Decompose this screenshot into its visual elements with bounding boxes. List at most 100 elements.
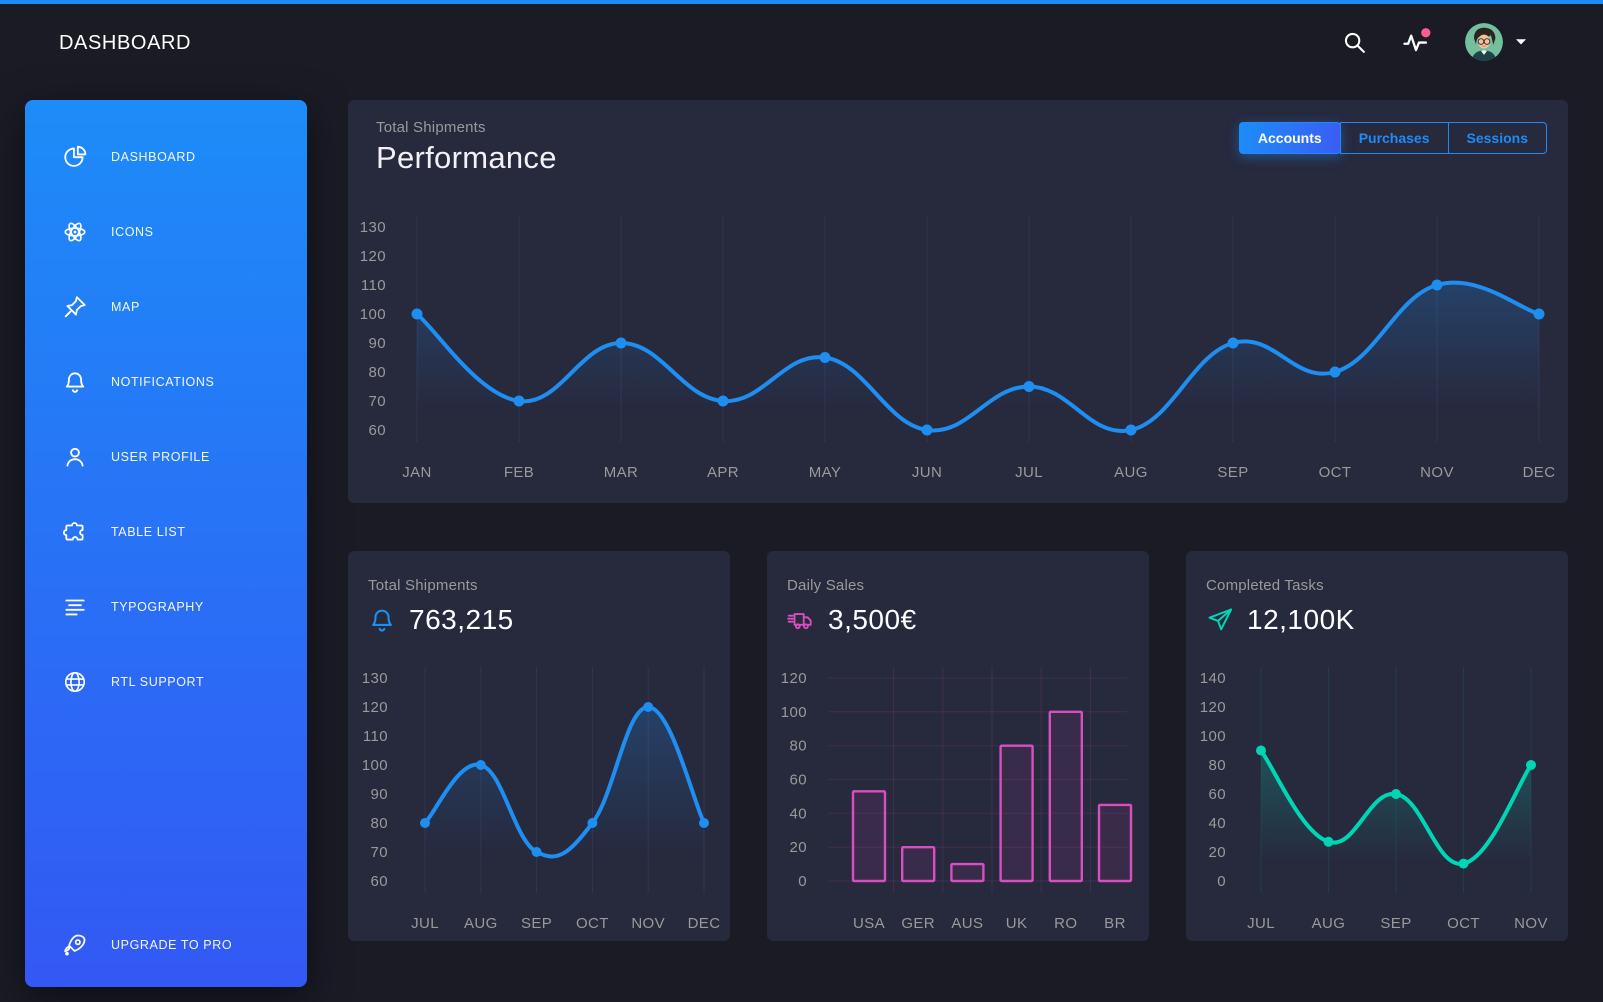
y-axis-tick-label: 80 <box>371 815 389 832</box>
total-shipments-card: Total Shipments 763,215 130 120 110 100 90 80… <box>348 551 730 941</box>
sidebar-item-label: TYPOGRAPHY <box>111 599 204 614</box>
tab-accounts[interactable]: Accounts <box>1238 122 1341 154</box>
data-point <box>1256 745 1266 756</box>
sidebar-item-label: NOTIFICATIONS <box>111 374 215 389</box>
y-axis-tick-label: 100 <box>1200 728 1226 745</box>
sidebar-item-upgrade-to-pro[interactable]: UPGRADE TO PRO <box>25 907 307 982</box>
x-axis-category-label: OCT <box>1319 464 1352 481</box>
delivery-truck-icon <box>787 606 815 634</box>
x-axis-category-label: AUG <box>1312 915 1346 932</box>
tab-sessions[interactable]: Sessions <box>1447 122 1547 154</box>
y-axis-tick-label: 0 <box>1217 873 1226 890</box>
bar <box>950 862 985 883</box>
pie-chart-icon <box>62 144 88 170</box>
bar <box>1048 710 1083 883</box>
card-subtitle: Total Shipments <box>376 119 486 136</box>
x-axis-category-label: DEC <box>1523 464 1556 481</box>
y-axis-tick-label: 70 <box>371 844 389 861</box>
performance-line-chart: 130 120 110 100 90 80 70 60 JAN FEB MAR APR MAY JUN JU… <box>360 216 1556 481</box>
sidebar-item-label: MAP <box>111 299 140 314</box>
x-axis-category-label: BR <box>1104 915 1126 932</box>
bar <box>999 744 1034 883</box>
atom-icon <box>62 219 88 245</box>
daily-sales-bar-chart: 120 100 80 60 40 20 0 USA GER AUS UK RO BR <box>781 667 1133 932</box>
user-menu[interactable] <box>1465 23 1527 61</box>
globe-icon <box>62 669 88 695</box>
bar <box>1097 803 1133 883</box>
sidebar-item-rtl-support[interactable]: RTL SUPPORT <box>25 644 307 719</box>
y-axis-tick-label: 140 <box>1200 670 1226 687</box>
tab-purchases[interactable]: Purchases <box>1339 122 1449 154</box>
y-axis-tick-label: 110 <box>361 277 386 294</box>
rocket-icon <box>62 932 88 958</box>
x-axis-category-label: SEP <box>521 915 552 932</box>
y-axis-tick-label: 100 <box>362 757 388 774</box>
bar <box>900 845 936 883</box>
data-point <box>1227 337 1239 349</box>
sidebar-item-typography[interactable]: TYPOGRAPHY <box>25 569 307 644</box>
card-subtitle: Total Shipments <box>368 577 478 594</box>
sidebar-item-label: UPGRADE TO PRO <box>111 937 233 952</box>
data-point <box>1533 308 1545 320</box>
data-point <box>819 352 831 363</box>
y-axis-tick-label: 90 <box>369 335 387 352</box>
line-area-fill <box>417 282 1539 442</box>
sidebar-item-dashboard[interactable]: DASHBOARD <box>25 119 307 194</box>
activity-icon[interactable] <box>1401 27 1431 57</box>
stat-value: 763,215 <box>409 604 514 635</box>
y-axis-tick-label: 60 <box>1209 786 1227 803</box>
x-axis-category-label: GER <box>901 915 935 932</box>
sidebar-item-table-list[interactable]: TABLE LIST <box>25 494 307 569</box>
y-axis-tick-label: 120 <box>1200 699 1226 716</box>
data-point <box>1023 381 1035 392</box>
x-axis-category-label: NOV <box>1514 915 1548 932</box>
data-point <box>1431 279 1443 291</box>
x-axis-category-label: AUG <box>464 915 498 932</box>
x-axis-category-label: APR <box>707 464 739 481</box>
x-axis-category-label: AUG <box>1114 464 1148 481</box>
bell-icon <box>368 606 396 634</box>
data-point <box>531 847 542 857</box>
data-point <box>411 308 423 320</box>
sidebar-footer: UPGRADE TO PRO <box>25 907 307 982</box>
x-axis-category-label: JUL <box>1015 464 1043 481</box>
line-area-fill <box>425 707 704 893</box>
y-axis-tick-label: 120 <box>781 670 807 687</box>
x-axis-category-label: DEC <box>688 915 721 932</box>
x-axis-category-label: JAN <box>402 464 432 481</box>
sidebar: DASHBOARD ICONS <box>25 100 307 987</box>
y-axis-tick-label: 120 <box>362 699 388 716</box>
data-point <box>717 395 729 407</box>
sidebar-item-notifications[interactable]: NOTIFICATIONS <box>25 344 307 419</box>
sidebar-item-map[interactable]: MAP <box>25 269 307 344</box>
x-axis-category-label: NOV <box>631 915 665 932</box>
user-icon <box>62 444 88 470</box>
x-axis-category-label: SEP <box>1217 464 1248 481</box>
search-icon[interactable] <box>1342 30 1367 55</box>
stat-value: 3,500€ <box>828 604 917 635</box>
page-title: DASHBOARD <box>59 32 192 54</box>
top-accent-border <box>0 0 1603 4</box>
y-axis-tick-label: 20 <box>790 839 808 856</box>
stat-value: 12,100K <box>1247 604 1355 635</box>
sidebar-item-label: USER PROFILE <box>111 449 210 464</box>
sidebar-item-icons[interactable]: ICONS <box>25 194 307 269</box>
align-left-icon <box>62 594 88 620</box>
user-avatar[interactable] <box>1465 23 1503 61</box>
y-axis-tick-label: 80 <box>369 364 387 381</box>
total-shipments-line-chart: 130 120 110 100 90 80 70 60 JUL AUG SEP OCT NOV DEC <box>362 667 721 932</box>
pin-icon <box>62 294 88 320</box>
y-axis-tick-label: 130 <box>360 219 386 236</box>
data-point <box>1391 789 1401 799</box>
data-point <box>921 424 933 436</box>
data-point <box>513 395 525 407</box>
bell-icon <box>62 369 88 395</box>
x-axis-category-label: OCT <box>576 915 609 932</box>
card-title: Performance <box>376 140 557 175</box>
y-axis-tick-label: 130 <box>362 670 388 687</box>
sidebar-item-user-profile[interactable]: USER PROFILE <box>25 419 307 494</box>
x-axis-category-label: JUN <box>912 464 942 481</box>
x-axis-category-label: AUS <box>951 915 983 932</box>
sidebar-item-label: ICONS <box>111 224 154 239</box>
